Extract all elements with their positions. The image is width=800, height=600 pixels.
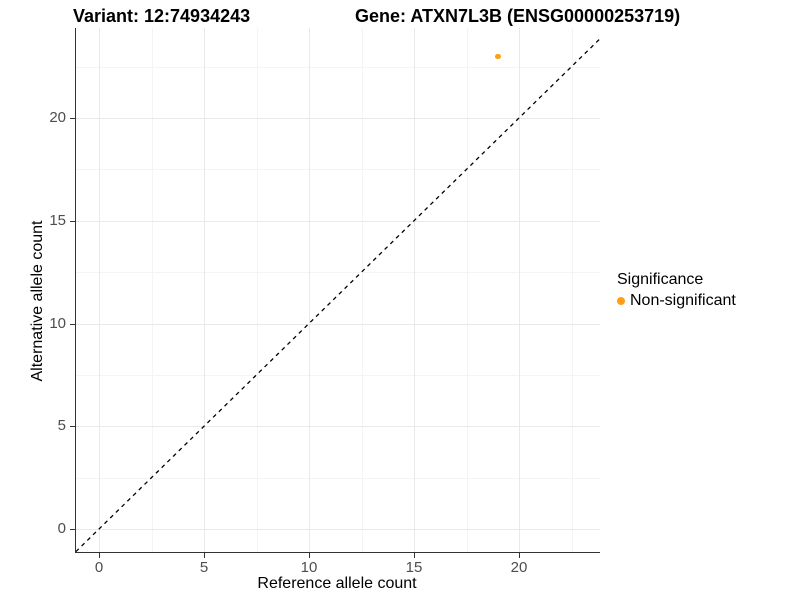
x-axis-title: Reference allele count <box>257 575 417 592</box>
gridline-major <box>76 118 600 119</box>
y-axis-tick <box>70 426 75 428</box>
gridline-minor <box>151 28 153 552</box>
gridline-minor <box>76 169 600 171</box>
x-tick-label: 0 <box>94 559 104 576</box>
y-axis-tick <box>70 529 75 530</box>
x-axis-tick <box>519 553 520 558</box>
y-tick-label: 20 <box>49 109 66 126</box>
legend-item-non-significant: Non-significant <box>617 292 736 310</box>
identity-reference-line <box>76 37 600 552</box>
gridline-minor <box>76 374 600 376</box>
gridline-minor <box>76 272 600 274</box>
data-point <box>495 53 501 59</box>
y-axis-tick <box>70 118 75 119</box>
legend-item-label: Non-significant <box>630 292 736 309</box>
gridline-minor <box>571 28 573 552</box>
gridline-major <box>309 28 310 552</box>
x-axis-tick <box>99 553 100 558</box>
gridline-major <box>204 28 205 552</box>
gridline-major <box>99 28 100 552</box>
legend: Significance Non-significant <box>617 271 736 310</box>
gridline-minor <box>256 28 258 552</box>
x-tick-label: 20 <box>510 559 528 576</box>
y-axis-tick <box>70 220 75 222</box>
legend-title: Significance <box>617 271 704 288</box>
y-axis-tick <box>70 323 75 325</box>
gridline-minor <box>76 477 600 479</box>
gridline-major <box>76 529 600 530</box>
gridline-major <box>76 426 600 428</box>
legend-point-swatch <box>617 297 625 305</box>
plot-title-gene: Gene: ATXN7L3B (ENSG00000253719) <box>355 6 681 26</box>
x-tick-label: 15 <box>405 559 423 576</box>
gridline-major <box>76 323 600 325</box>
gridline-minor <box>361 28 363 552</box>
y-tick-label: 10 <box>49 314 66 332</box>
gridline-minor <box>76 66 600 68</box>
x-axis-tick <box>204 553 205 558</box>
y-tick-label: 0 <box>57 520 66 537</box>
y-axis-title: Alternative allele count <box>29 220 46 382</box>
gridline-major <box>76 220 600 222</box>
plot-title-variant: Variant: 12:74934243 <box>73 6 251 26</box>
gridline-major <box>519 28 520 552</box>
x-tick-label: 5 <box>199 559 209 576</box>
x-axis-tick <box>309 553 310 558</box>
x-tick-label: 10 <box>300 559 318 576</box>
y-tick-label: 5 <box>57 417 66 435</box>
x-axis-tick <box>414 553 415 558</box>
gridline-major <box>414 28 415 552</box>
plot-panel <box>75 28 600 553</box>
y-tick-label: 15 <box>49 211 66 229</box>
gridline-minor <box>466 28 468 552</box>
